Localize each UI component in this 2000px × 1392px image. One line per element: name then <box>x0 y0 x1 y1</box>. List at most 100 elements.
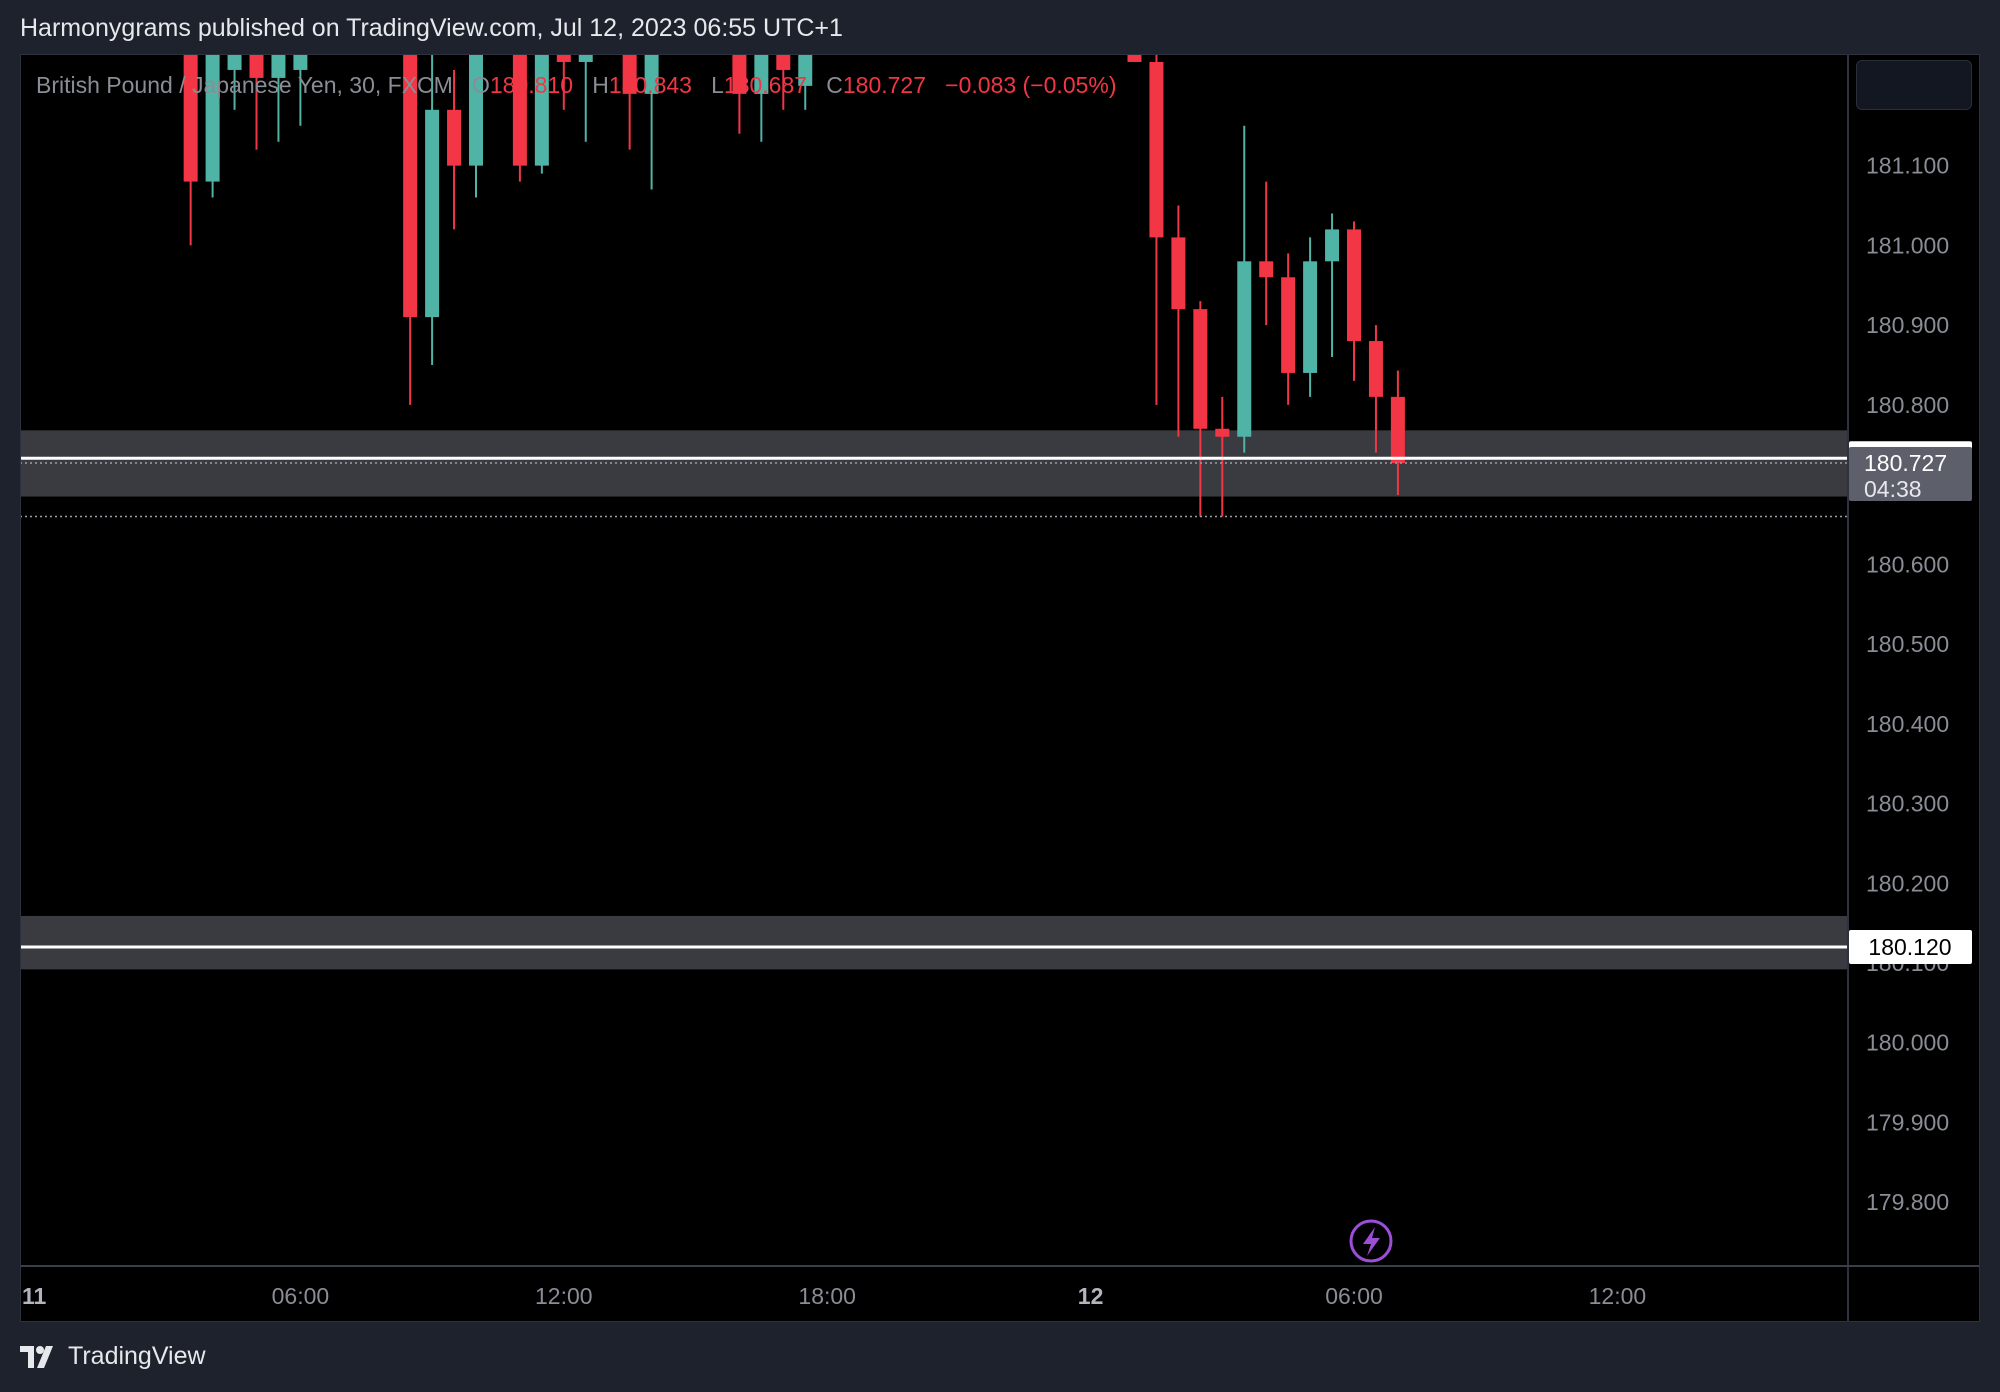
candle-body <box>249 54 264 78</box>
candle <box>1325 213 1340 357</box>
candle-body <box>776 54 791 70</box>
candle <box>1281 253 1296 405</box>
candle-body <box>1347 229 1361 342</box>
candle-body <box>512 54 527 166</box>
price-tick-label: 181.100 <box>1866 153 1949 179</box>
price-tick-label: 180.000 <box>1866 1030 1949 1056</box>
candle <box>205 54 220 198</box>
candle-body <box>754 54 769 94</box>
candle <box>1390 370 1405 495</box>
candle-body <box>469 54 483 166</box>
last-price-badge <box>1849 447 1972 502</box>
candle <box>403 54 418 405</box>
chart-toolbar-box[interactable] <box>1856 60 1972 110</box>
zone-1 <box>20 915 1848 970</box>
candle-body <box>1259 261 1274 278</box>
legend-symbol[interactable]: British Pound / Japanese Yen, 30, FXCM <box>36 72 453 98</box>
time-tick-label: 06:00 <box>1325 1283 1383 1309</box>
price-tick-label: 180.500 <box>1866 631 1949 657</box>
candle <box>534 54 549 174</box>
candle-body <box>403 54 418 318</box>
candle <box>1259 181 1274 326</box>
time-axis: 11 06:00 12:00 18:00 12 06:00 12:00 <box>22 1283 1646 1309</box>
symbol-legend: British Pound / Japanese Yen, 30, FXCM O… <box>36 72 1117 99</box>
candle-body <box>205 54 220 182</box>
candle-body <box>447 109 462 166</box>
candle-body <box>1149 61 1164 238</box>
candle <box>227 54 242 110</box>
zones-layer <box>20 430 1848 970</box>
candle <box>249 54 264 150</box>
candle-body <box>578 54 593 62</box>
time-tick-label: 12:00 <box>1589 1283 1647 1309</box>
price-tick-label: 179.800 <box>1866 1189 1949 1215</box>
candle-body <box>1127 54 1142 62</box>
candle-body <box>556 54 571 62</box>
publisher-header: Harmonygrams published on TradingView.co… <box>20 14 843 42</box>
candle-body <box>534 54 549 166</box>
candle <box>622 54 637 150</box>
candle <box>1237 125 1252 453</box>
time-tick-label: 12:00 <box>535 1283 593 1309</box>
candle <box>1368 325 1383 453</box>
time-tick-label: 11 <box>22 1283 47 1309</box>
candle <box>271 54 286 142</box>
time-tick-label: 06:00 <box>272 1283 330 1309</box>
candle <box>644 54 659 190</box>
candle <box>754 54 769 142</box>
candle <box>425 54 440 365</box>
candle <box>183 54 198 246</box>
level-price-label: 180.120 <box>1868 934 1951 960</box>
candle <box>1303 237 1318 397</box>
countdown-label: 04:38 <box>1864 476 1922 502</box>
candle-body <box>425 109 440 318</box>
candle-body <box>1171 237 1186 310</box>
candle-body <box>1237 261 1252 437</box>
candle-body <box>1303 261 1318 373</box>
legend-close: 180.727 <box>842 72 926 98</box>
candle-body <box>1368 341 1383 397</box>
candle <box>469 54 483 198</box>
lightning-icon[interactable] <box>1349 1219 1393 1263</box>
candle <box>578 54 593 142</box>
candle <box>512 54 527 182</box>
candle <box>1215 396 1230 517</box>
legend-low-label: L <box>711 72 724 98</box>
price-tick-label: 180.400 <box>1866 711 1949 737</box>
legend-close-label: C <box>826 72 843 98</box>
candle-body <box>293 54 308 70</box>
price-tick-label: 181.000 <box>1866 232 1949 258</box>
candle-body <box>1281 277 1296 373</box>
legend-open: 180.810 <box>489 72 574 98</box>
time-tick-label: 12 <box>1078 1283 1104 1309</box>
candle <box>1127 54 1142 62</box>
candles-layer <box>183 54 1405 517</box>
legend-low: 180.687 <box>723 72 808 98</box>
price-tick-label: 179.900 <box>1866 1109 1949 1135</box>
candle-body <box>183 54 198 182</box>
legend-change: −0.083 (−0.05%) <box>945 72 1117 98</box>
price-tick-label: 180.200 <box>1866 870 1949 896</box>
candle <box>293 54 308 126</box>
candle-body <box>1325 229 1340 262</box>
tradingview-brand[interactable]: TradingView <box>20 1342 206 1371</box>
candle <box>1347 221 1361 381</box>
candle <box>447 69 462 230</box>
candle <box>1149 54 1164 405</box>
candle <box>798 54 813 110</box>
chart-frame[interactable] <box>20 54 1980 1322</box>
brand-label: TradingView <box>68 1342 206 1370</box>
legend-high: 180.843 <box>608 72 692 98</box>
price-tick-label: 180.300 <box>1866 791 1949 817</box>
candle-body <box>227 54 242 70</box>
candle-body <box>271 54 286 78</box>
last-price-label: 180.727 <box>1864 450 1947 476</box>
candle <box>776 54 791 110</box>
candle-body <box>1215 428 1230 437</box>
candle <box>1171 205 1186 437</box>
lines-layer <box>20 456 1848 949</box>
candle-body <box>798 54 813 86</box>
candle-body <box>622 54 637 94</box>
